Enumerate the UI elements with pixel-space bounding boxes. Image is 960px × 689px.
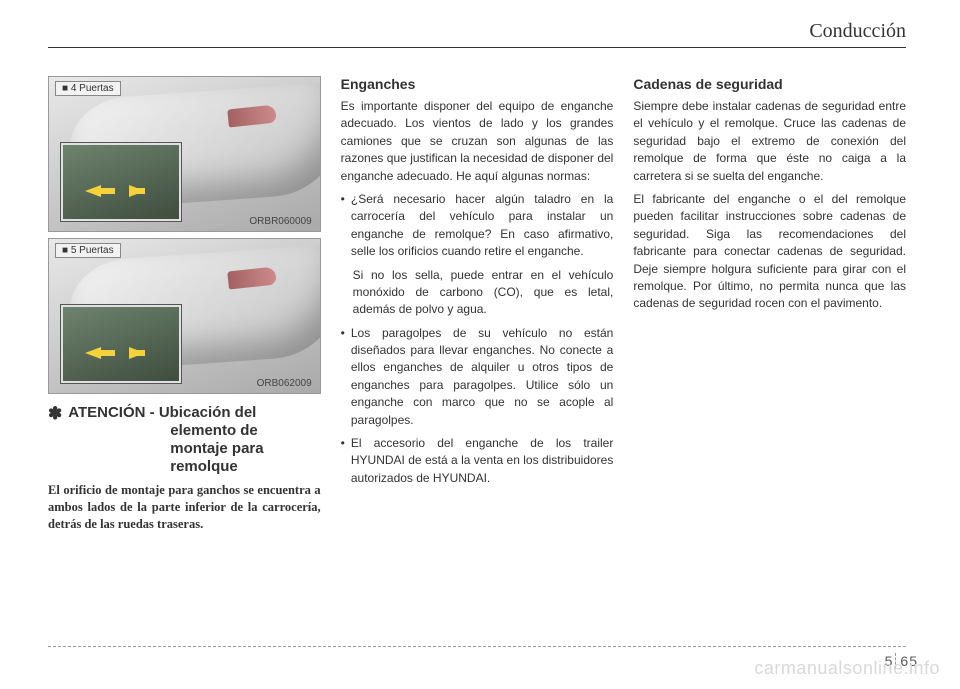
figure-5-door: ■ 5 Puertas ORB062009 [48, 238, 321, 394]
list-sub-text: Si no los sella, puede entrar en el vehí… [353, 267, 614, 319]
list-text: El accesorio del enganche de los trailer… [351, 435, 613, 487]
figure-label: ■ 5 Puertas [55, 243, 121, 258]
bullet-icon: • [341, 191, 345, 261]
figure-label: ■ 4 Puertas [55, 81, 121, 96]
section-title: Conducción [809, 20, 906, 42]
figure-code: ORBR060009 [249, 216, 311, 227]
list-item: • ¿Será necesario hacer algún taladro en… [341, 191, 614, 261]
column-2: Enganches Es importante disponer del equ… [341, 76, 614, 533]
enganches-list-2: • Los paragolpes de su vehículo no están… [341, 325, 614, 488]
figure-code: ORB062009 [257, 378, 312, 389]
list-item: • Los paragolpes de su vehículo no están… [341, 325, 614, 429]
attention-body: El orificio de montaje para ganchos se e… [48, 482, 321, 533]
page-header: Conducción [48, 20, 906, 48]
cadenas-p1: Siempre debe instalar cadenas de segurid… [633, 98, 906, 185]
attention-sub-1: Ubicación del [159, 404, 257, 421]
enganches-intro: Es importante disponer del equipo de eng… [341, 98, 614, 185]
column-1: ■ 4 Puertas ORBR060009 ■ 5 Puertas ORB06… [48, 76, 321, 533]
arrow-left-icon [85, 185, 101, 197]
cadenas-p2: El fabricante del enganche o el del remo… [633, 191, 906, 313]
content-columns: ■ 4 Puertas ORBR060009 ■ 5 Puertas ORB06… [48, 76, 906, 533]
arrow-left-icon [85, 347, 101, 359]
attention-sub-4: remolque [68, 458, 263, 476]
attention-heading: ✽ ATENCIÓN - Ubicación del elemento de m… [48, 404, 321, 476]
figure-inset [61, 305, 181, 383]
bullet-icon: • [341, 435, 345, 487]
figure-4-door: ■ 4 Puertas ORBR060009 [48, 76, 321, 232]
arrow-right-icon [129, 185, 145, 197]
attention-lead: ATENCIÓN - [68, 404, 154, 421]
heading-cadenas: Cadenas de seguridad [633, 76, 906, 92]
attention-sub-3: montaje para [68, 440, 263, 458]
arrow-right-icon [129, 347, 145, 359]
list-text: ¿Será necesario hacer algún taladro en l… [351, 191, 613, 261]
heading-enganches: Enganches [341, 76, 614, 92]
attention-sub-2: elemento de [68, 422, 263, 440]
column-3: Cadenas de seguridad Siempre debe instal… [633, 76, 906, 533]
list-text: Los paragolpes de su vehículo no están d… [351, 325, 613, 429]
bullet-icon: • [341, 325, 345, 429]
attention-mark-icon: ✽ [48, 404, 62, 424]
attention-title-group: ATENCIÓN - Ubicación del elemento de mon… [68, 404, 263, 476]
enganches-list: • ¿Será necesario hacer algún taladro en… [341, 191, 614, 261]
figure-inset [61, 143, 181, 221]
list-item: • El accesorio del enganche de los trail… [341, 435, 614, 487]
page-footer: 565 [48, 646, 906, 647]
watermark: carmanualsonline.info [754, 658, 940, 679]
attention-block: ✽ ATENCIÓN - Ubicación del elemento de m… [48, 404, 321, 533]
